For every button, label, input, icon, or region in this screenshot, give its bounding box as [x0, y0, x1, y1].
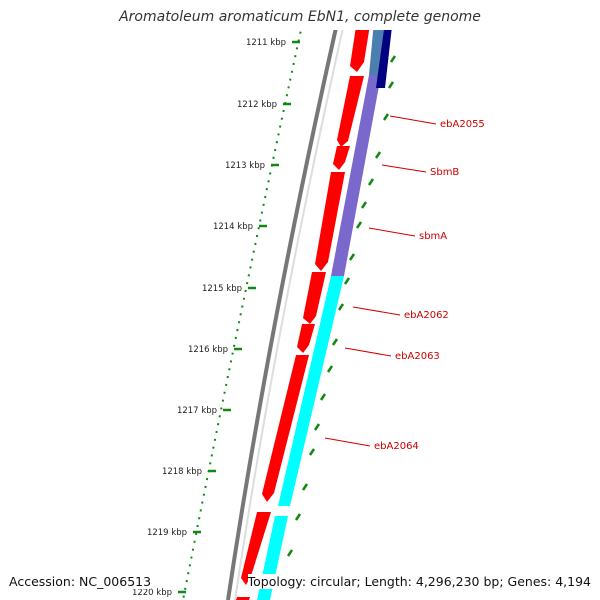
tick-label: 1215 kbp — [202, 284, 242, 294]
gene-leader-line — [352, 306, 401, 316]
backbone-outer — [226, 30, 338, 600]
cds-arrow — [315, 172, 345, 271]
cds-arrow — [236, 597, 250, 600]
backbone-inner — [234, 30, 344, 600]
topology-label: Topology: circular; Length: 4,296,230 bp… — [247, 574, 591, 589]
gene-label: ebA2063 — [395, 351, 440, 362]
cds-arrow — [262, 355, 309, 502]
gene-leader-line — [368, 227, 416, 237]
tick-label: 1212 kbp — [237, 100, 277, 110]
gene-label: ebA2062 — [404, 310, 449, 321]
gene-label: ebA2055 — [440, 119, 485, 130]
tick-label: 1216 kbp — [188, 345, 228, 355]
gene-leader-line — [381, 164, 427, 173]
cds-arrow — [241, 512, 271, 585]
cds-arrow — [333, 146, 350, 170]
tick-label: 1211 kbp — [246, 38, 286, 48]
cds-arrow — [337, 76, 364, 147]
tick-label: 1218 kbp — [162, 467, 202, 477]
major-ticks — [178, 40, 300, 594]
tick-label: 1219 kbp — [147, 528, 187, 538]
map-title: Aromatoleum aromaticum EbN1, complete ge… — [119, 9, 481, 25]
gene-leader-line — [324, 437, 371, 447]
accession-label: Accession: NC_006513 — [9, 574, 152, 589]
cog-segment — [331, 75, 381, 276]
gene-label: ebA2064 — [374, 441, 419, 452]
tick-label: 1217 kbp — [177, 406, 217, 416]
tick-label: 1213 kbp — [225, 161, 265, 171]
cds-arrow — [350, 30, 370, 72]
cds-ring — [236, 30, 370, 600]
cds-arrow — [303, 272, 326, 324]
navy-segment — [376, 30, 392, 88]
cds-arrow — [297, 324, 315, 353]
cog-segment — [278, 276, 344, 506]
gene-leader-line — [389, 115, 437, 125]
tick-labels: 1211 kbp 1212 kbp 1213 kbp 1214 kbp 1215 kbp… — [132, 38, 286, 598]
gene-label: sbmA — [419, 231, 447, 242]
minor-tick-dots — [182, 30, 302, 600]
tick-label: 1214 kbp — [213, 222, 253, 232]
gene-label: SbmB — [430, 167, 459, 178]
gene-labels: ebA2055 SbmB sbmA ebA2062 ebA2063 ebA2064 — [324, 115, 485, 452]
tick-label: 1220 kbp — [132, 588, 172, 598]
reverse-ticks — [280, 55, 397, 583]
gene-leader-line — [344, 347, 392, 357]
